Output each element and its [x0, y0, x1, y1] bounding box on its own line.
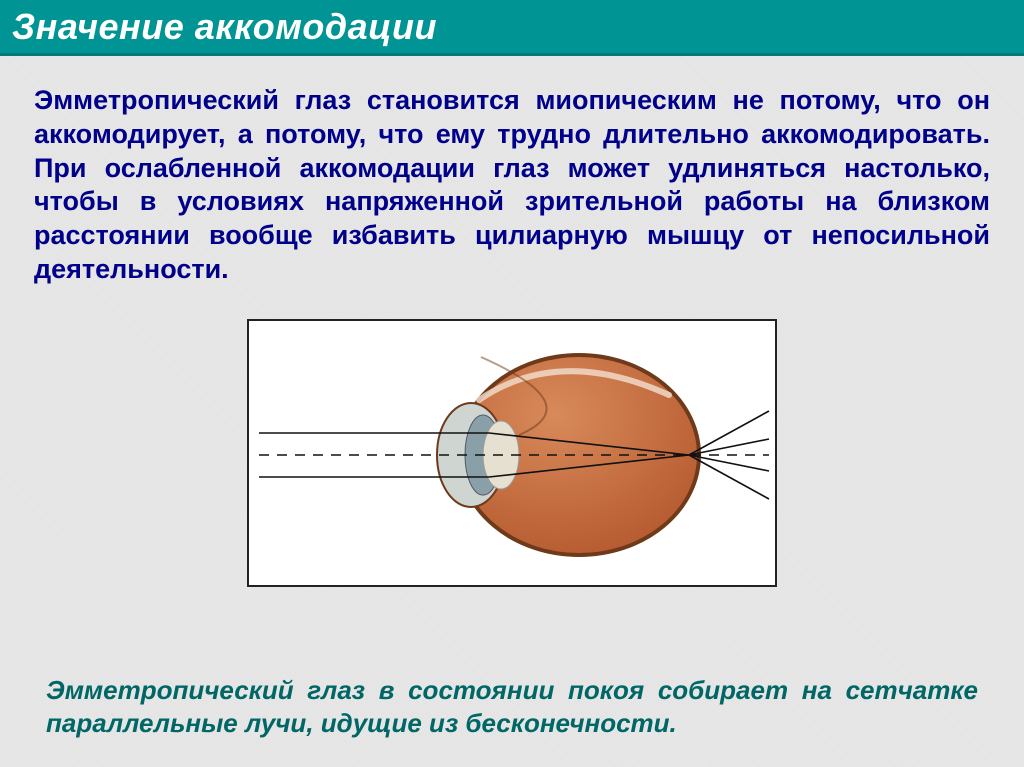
diagram-container: [0, 319, 1024, 587]
slide: Значение аккомодации Эмметропический гла…: [0, 0, 1024, 767]
body-paragraph: Эмметропический глаз становится миопичес…: [0, 56, 1024, 297]
eye-diagram-svg: [249, 321, 777, 587]
slide-title: Значение аккомодации: [12, 6, 437, 48]
title-bar: Значение аккомодации: [0, 0, 1024, 56]
diagram-caption: Эмметропический глаз в состоянии покоя с…: [0, 674, 1024, 739]
eye-diagram: [247, 319, 777, 587]
